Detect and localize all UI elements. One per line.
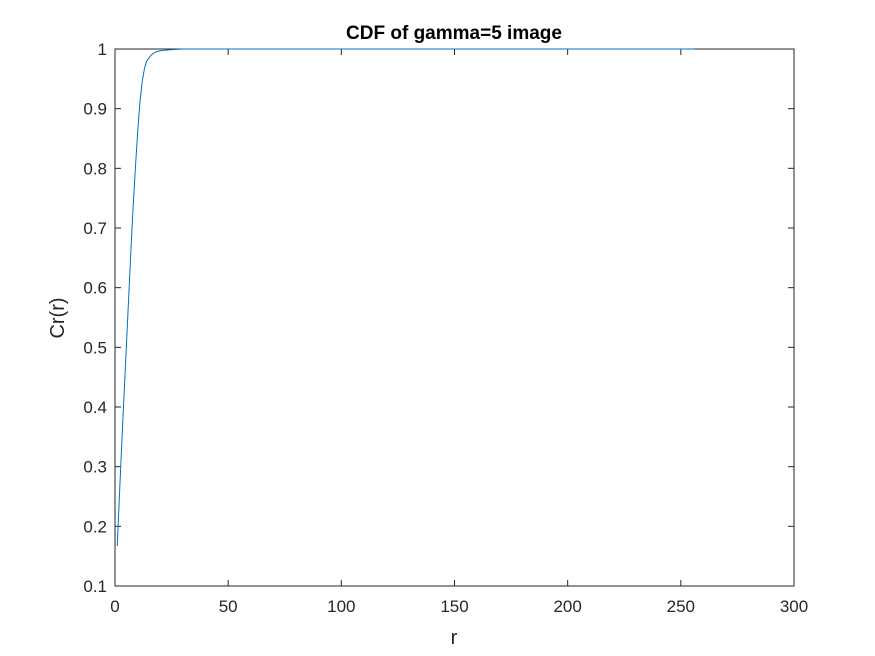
y-tick-label: 1 xyxy=(98,40,107,59)
y-tick-label: 0.9 xyxy=(83,100,107,119)
x-tick-label: 200 xyxy=(553,597,581,616)
y-tick-label: 0.3 xyxy=(83,458,107,477)
x-tick-label: 300 xyxy=(780,597,808,616)
y-tick-label: 0.6 xyxy=(83,279,107,298)
x-tick-label: 150 xyxy=(440,597,468,616)
y-tick-label: 0.1 xyxy=(83,577,107,596)
plot-area xyxy=(114,48,795,587)
x-axis-label: r xyxy=(451,627,458,649)
axes: 0 50 100 150 200 250 300 0.1 0.2 0.3 0.4 0.5 0.6 0.7 0… xyxy=(83,40,808,616)
series-line-cdf xyxy=(116,48,695,547)
y-tick-label: 0.2 xyxy=(83,517,107,536)
chart-title: CDF of gamma=5 image xyxy=(346,23,562,44)
x-tick-label: 0 xyxy=(110,597,119,616)
y-tick-label: 0.5 xyxy=(83,338,107,357)
y-tick-label: 0.4 xyxy=(83,398,107,417)
x-tick-label: 250 xyxy=(667,597,695,616)
y-tick-label: 0.7 xyxy=(83,219,107,238)
x-tick-label: 100 xyxy=(327,597,355,616)
series-layer xyxy=(116,48,695,547)
x-tick-label: 50 xyxy=(219,597,238,616)
y-tick-label: 0.8 xyxy=(83,159,107,178)
y-axis-label: Cr(r) xyxy=(47,297,69,338)
